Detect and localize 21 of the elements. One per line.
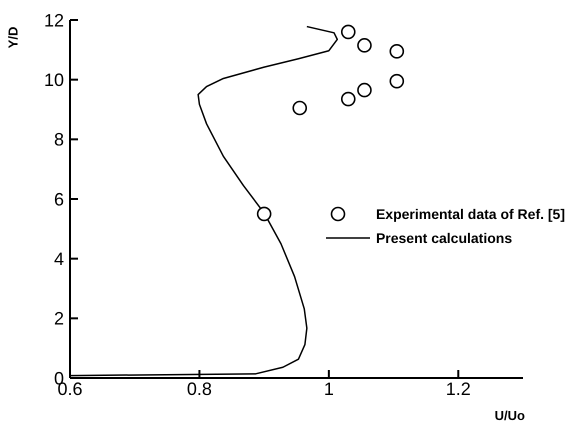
point bbox=[340, 92, 356, 106]
y-tick-label: 4 bbox=[54, 249, 64, 270]
y-tick-label: 2 bbox=[54, 308, 64, 329]
x-tick-label: 1.2 bbox=[446, 378, 471, 399]
point bbox=[357, 82, 372, 98]
point bbox=[390, 74, 404, 88]
point bbox=[390, 44, 404, 59]
legend-label: Experimental data of Ref. [5] bbox=[376, 206, 565, 222]
y-tick-label: 8 bbox=[54, 130, 64, 150]
y-tick-label: 10 bbox=[44, 70, 64, 90]
point bbox=[340, 24, 356, 40]
point bbox=[292, 100, 308, 116]
x-axis-title: U/Uo bbox=[494, 408, 526, 423]
y-axis-title: Y/D bbox=[5, 26, 20, 48]
legend-label: Present calculations bbox=[376, 230, 512, 246]
y-tick-label: 12 bbox=[44, 10, 64, 30]
x-tick-label: 1 bbox=[324, 378, 334, 399]
point bbox=[357, 38, 372, 53]
point bbox=[256, 206, 272, 222]
y-tick-label: 6 bbox=[54, 189, 64, 210]
x-tick-label: 0.8 bbox=[186, 378, 212, 399]
